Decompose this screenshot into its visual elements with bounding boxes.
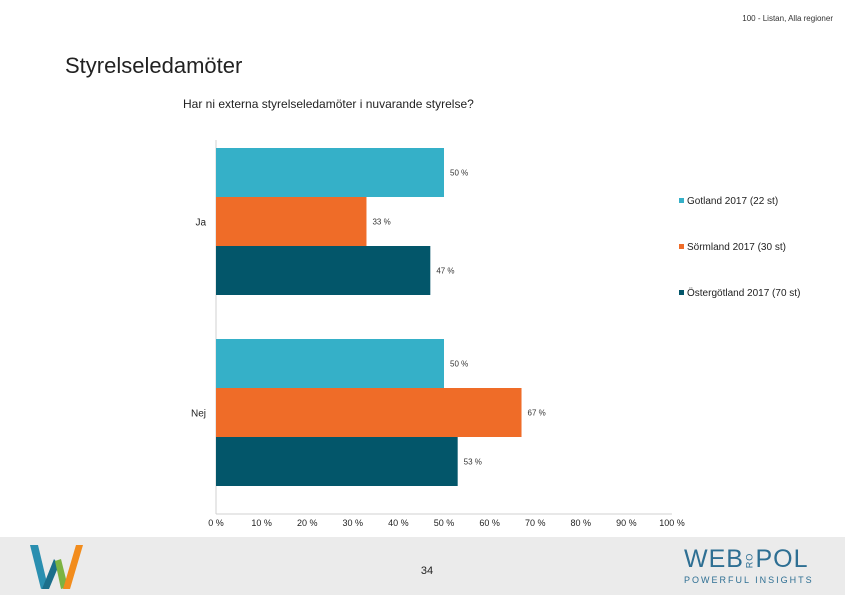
x-tick-label: 60 %	[479, 518, 500, 528]
x-tick-label: 50 %	[434, 518, 455, 528]
report-label: 100 - Listan, Alla regioner	[742, 14, 833, 23]
chart-title: Har ni externa styrelseledamöter i nuvar…	[183, 97, 474, 111]
webropol-logo: WEBROPOL POWERFUL INSIGHTS	[684, 547, 824, 585]
x-tick-label: 40 %	[388, 518, 409, 528]
x-tick-label: 80 %	[571, 518, 592, 528]
data-label: 47 %	[436, 267, 454, 276]
x-tick-label: 0 %	[208, 518, 224, 528]
bar	[216, 148, 444, 197]
x-tick-label: 20 %	[297, 518, 318, 528]
footer: 34 WEBROPOL POWERFUL INSIGHTS	[0, 537, 845, 595]
bar	[216, 437, 458, 486]
x-tick-label: 70 %	[525, 518, 546, 528]
legend-swatch	[679, 290, 684, 295]
bar-chart: Ja 50 % 33 % 47 % Nej 50 % 67 % 53 % 0 % 10 % 20 %…	[191, 140, 800, 528]
data-label: 50 %	[450, 169, 468, 178]
brand-name-end: POL	[755, 545, 809, 573]
category-label: Nej	[191, 409, 206, 420]
data-label: 53 %	[464, 458, 482, 467]
brand-name: WEB	[684, 545, 744, 573]
page-title: Styrelseledamöter	[65, 53, 243, 78]
bar	[216, 197, 367, 246]
w-logo-icon	[30, 545, 83, 589]
x-tick-label: 30 %	[343, 518, 364, 528]
bar	[216, 246, 431, 295]
data-label: 67 %	[528, 409, 546, 418]
brand-tagline: POWERFUL INSIGHTS	[684, 574, 814, 585]
page-number: 34	[420, 565, 434, 577]
bar	[216, 388, 522, 437]
data-label: 50 %	[450, 360, 468, 369]
category-label: Ja	[195, 218, 206, 229]
legend-label: Sörmland 2017 (30 st)	[687, 242, 786, 253]
x-tick-label: 90 %	[616, 518, 637, 528]
legend-label: Gotland 2017 (22 st)	[687, 196, 778, 207]
data-label: 33 %	[372, 218, 390, 227]
legend-label: Östergötland 2017 (70 st)	[687, 287, 800, 299]
bar	[216, 339, 444, 388]
legend-swatch	[679, 198, 684, 203]
x-tick-label: 10 %	[251, 518, 272, 528]
x-tick-label: 100 %	[659, 518, 685, 528]
legend-swatch	[679, 244, 684, 249]
brand-ro: RO	[744, 552, 755, 569]
